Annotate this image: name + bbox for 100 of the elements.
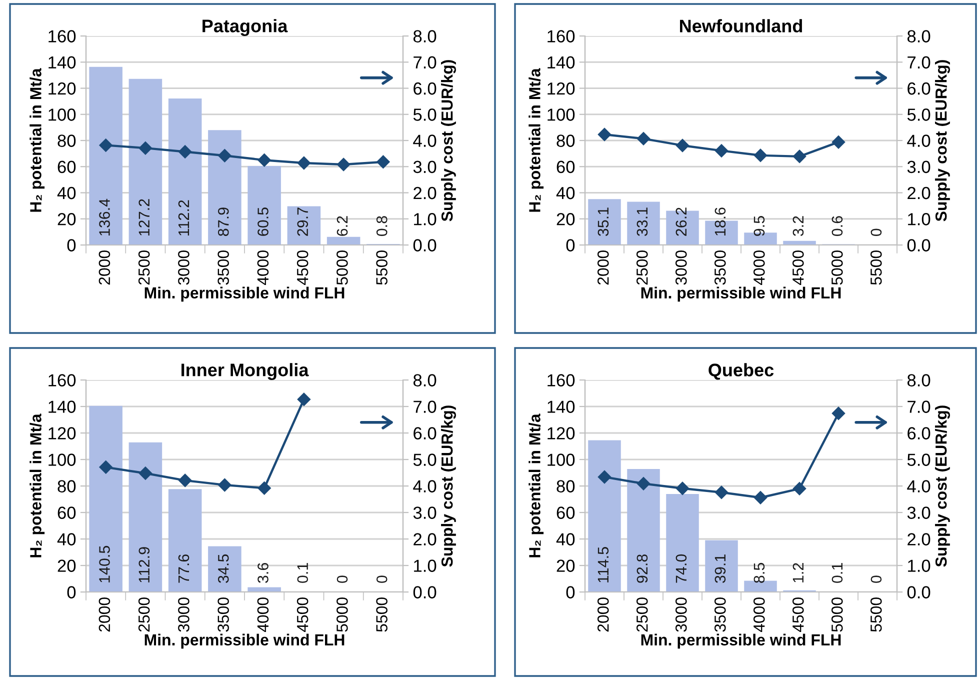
x-axis-title: Min. permissible wind FLH	[641, 634, 841, 649]
chart-title: Quebec	[708, 363, 774, 380]
x-tick-label: 2000	[98, 250, 110, 285]
y2-tick-label: 1.0	[908, 213, 930, 226]
x-tick-label: 5000	[336, 597, 348, 632]
data-label: 3.2	[792, 216, 804, 236]
y-tick-label: 60	[556, 160, 575, 174]
x-tick-label: 3000	[675, 250, 687, 285]
x-tick-label: 2000	[597, 250, 609, 285]
y2-tick-label: 5.0	[907, 454, 930, 466]
y-tick-label: 160	[548, 30, 575, 42]
y2-tick-label: 8.0	[907, 374, 930, 386]
data-label: 60.5	[258, 208, 268, 236]
y2-tick-label: 6.0	[908, 82, 930, 95]
x-tick-label: 5500	[376, 250, 388, 285]
data-label: 112.2	[178, 200, 190, 236]
x-tick-label: 2500	[138, 597, 150, 632]
y2-tick-label: 8.0	[413, 30, 436, 42]
data-label: 29.7	[297, 208, 308, 236]
x-tick-label: 5000	[336, 250, 348, 285]
y-tick-label: 140	[48, 400, 76, 413]
y-tick-label: 0	[566, 586, 575, 598]
y2-tick-label: 2.0	[908, 186, 930, 200]
y2-tick-label: 4.0	[907, 480, 930, 492]
data-label: 26.2	[676, 208, 687, 236]
data-label: 87.9	[218, 208, 229, 236]
y2-tick-label: 1.0	[414, 560, 436, 572]
x-tick-label: 4500	[296, 250, 308, 286]
x-tick-label: 2500	[138, 250, 150, 285]
y2-tick-label: 1.0	[908, 560, 930, 572]
y-tick-label: 80	[58, 480, 76, 492]
y-tick-label: 160	[48, 30, 76, 42]
y2-tick-label: 5.0	[413, 454, 436, 466]
x-axis-title: Min. permissible wind FLH	[144, 286, 344, 302]
y-tick-label: 0	[566, 239, 575, 252]
y2-tick-label: 4.0	[413, 480, 436, 492]
y-tick-label: 40	[57, 533, 76, 546]
y-tick-label: 20	[58, 560, 76, 572]
data-label: 0.1	[297, 563, 308, 583]
data-label: 140.5	[99, 546, 110, 582]
y2-tick-label: 7.0	[908, 400, 930, 413]
x-tick-label: 5500	[870, 250, 882, 285]
data-label: 1.2	[792, 563, 804, 582]
data-label: 34.5	[218, 554, 229, 583]
y-tick-label: 140	[48, 56, 76, 69]
data-label: 6.2	[336, 216, 348, 236]
y-tick-label: 120	[48, 427, 76, 440]
data-label: 0	[870, 576, 882, 583]
y2-tick-label: 5.0	[413, 108, 436, 121]
y2-tick-label: 7.0	[414, 400, 436, 413]
y2-tick-label: 7.0	[908, 56, 930, 69]
y2-tick-label: 0.0	[907, 586, 930, 598]
y-tick-label: 120	[548, 82, 575, 95]
y-tick-label: 20	[58, 213, 76, 226]
x-axis-title: Min. permissible wind FLH	[144, 634, 344, 649]
data-label: 127.2	[138, 199, 150, 236]
data-label: 74.0	[676, 554, 687, 583]
y2-tick-label: 5.0	[907, 108, 930, 121]
data-label: 136.4	[99, 198, 110, 236]
chart-title: Patagonia	[202, 19, 288, 36]
x-tick-label: 3500	[218, 597, 229, 632]
y2-tick-label: 3.0	[413, 506, 436, 519]
y2-tick-label: 3.0	[907, 160, 930, 174]
y-tick-label: 40	[57, 186, 76, 200]
x-tick-label: 5000	[831, 597, 843, 632]
data-label: 0	[336, 576, 348, 583]
y-tick-label: 100	[548, 454, 575, 466]
data-label: 0	[870, 228, 882, 236]
y2-tick-label: 0.0	[907, 239, 930, 252]
y-tick-label: 20	[556, 560, 575, 572]
y-tick-label: 120	[548, 427, 575, 440]
x-tick-label: 4500	[792, 250, 804, 286]
y-axis-title: H₂ potential in Mt/a	[528, 414, 544, 558]
data-label: 0.8	[376, 216, 388, 236]
x-tick-label: 2000	[98, 597, 110, 632]
y-tick-label: 100	[48, 454, 76, 466]
x-tick-label: 4000	[753, 597, 765, 632]
chart-title: Newfoundland	[680, 19, 802, 32]
x-axis-title: Min. permissible wind FLH	[641, 286, 841, 302]
y-tick-label: 40	[556, 186, 575, 200]
data-label: 0.6	[832, 216, 843, 236]
y-tick-label: 40	[556, 533, 575, 546]
y-tick-label: 160	[548, 374, 575, 386]
x-tick-label: 4500	[296, 597, 308, 632]
y-axis-title: H₂ potential in Mt/a	[30, 414, 45, 558]
x-tick-label: 3500	[714, 250, 726, 285]
x-tick-label: 3000	[178, 250, 190, 285]
x-tick-label: 3500	[714, 597, 726, 632]
x-tick-label: 4000	[257, 597, 269, 632]
data-label: 8.5	[754, 562, 765, 583]
y-axis-title: H₂ potential in Mt/a	[528, 68, 544, 212]
y2-tick-label: 1.0	[414, 213, 436, 226]
x-tick-label: 4500	[792, 597, 804, 632]
data-label: 0	[376, 576, 388, 583]
y2-tick-label: 4.0	[413, 134, 436, 147]
y-tick-label: 20	[556, 213, 575, 226]
y-tick-label: 80	[556, 134, 575, 147]
y2-tick-label: 0.0	[413, 586, 436, 598]
y-tick-label: 140	[548, 400, 575, 413]
data-label: 112.9	[138, 547, 150, 582]
